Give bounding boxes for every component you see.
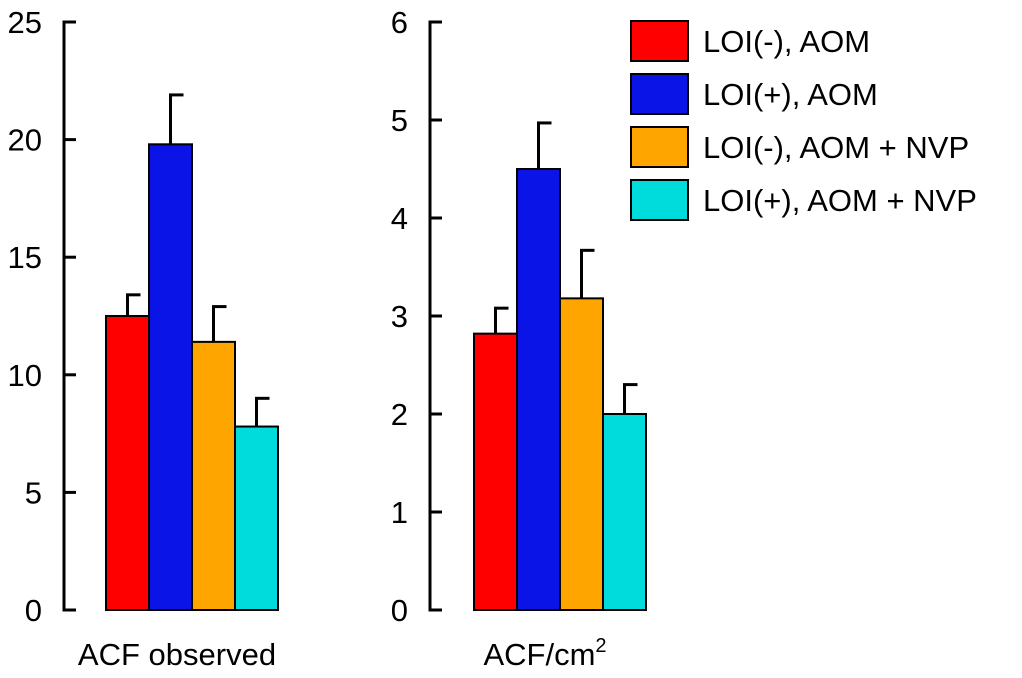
y-tick-label: 10: [8, 358, 42, 393]
bar-3: [191, 340, 236, 611]
y-tick-label: 1: [391, 495, 408, 530]
legend-swatch-3: [630, 126, 689, 168]
y-tick-label: 0: [25, 593, 42, 628]
bar-2: [148, 143, 193, 612]
bar-2: [516, 168, 561, 611]
legend-swatch-4: [630, 179, 689, 221]
legend-label-3: LOI(-), AOM + NVP: [703, 130, 969, 165]
bar-4: [602, 413, 647, 611]
legend-label-1: LOI(-), AOM: [703, 24, 870, 59]
legend: LOI(-), AOM LOI(+), AOM LOI(-), AOM + NVP L…: [630, 20, 977, 221]
legend-swatch-1: [630, 20, 689, 62]
x-axis-label-superscript: 2: [595, 635, 606, 657]
bar-1: [105, 315, 150, 611]
panel-acf-observed: 0 5 10 15 20 25 ACF observed: [8, 5, 279, 672]
y-tick-label: 6: [391, 5, 408, 40]
y-tick-label: 15: [8, 240, 42, 275]
y-tick-label: 25: [8, 5, 42, 40]
bar-3: [559, 297, 604, 611]
bar-4: [234, 425, 279, 611]
y-tick-label: 2: [391, 397, 408, 432]
y-tick-label: 0: [391, 593, 408, 628]
x-axis-label: ACF/cm2: [483, 635, 606, 672]
y-tick-label: 5: [391, 103, 408, 138]
y-tick-label: 4: [391, 201, 408, 236]
legend-label-2: LOI(+), AOM: [703, 77, 878, 112]
bar-1: [473, 332, 518, 611]
y-tick-label: 5: [25, 475, 42, 510]
x-axis-label: ACF observed: [78, 637, 276, 672]
y-tick-label: 20: [8, 123, 42, 158]
legend-label-4: LOI(+), AOM + NVP: [703, 183, 977, 218]
legend-swatch-2: [630, 73, 689, 115]
panel-acf-per-cm2: 0 1 2 3 4 5 6 ACF/cm2: [391, 5, 647, 672]
y-tick-label: 3: [391, 299, 408, 334]
